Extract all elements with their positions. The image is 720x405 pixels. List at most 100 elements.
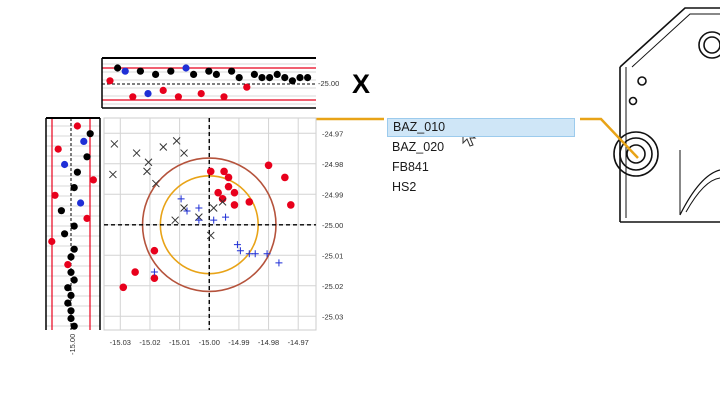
left-strip-point-blue [80,137,88,145]
left-strip-point-red [83,214,91,222]
list-item-hs2[interactable]: HS2 [392,180,417,194]
data-point-black-x [209,204,218,212]
data-point-blue-plus [245,250,253,258]
top-strip-point-black [296,74,304,82]
data-point-red-dot [150,246,159,255]
data-point-black-x [143,167,151,176]
data-point-black-x [144,158,153,167]
data-point-red-dot [286,201,295,209]
top-strip-point-black [114,64,122,72]
top-strip-chart [101,57,316,109]
top-strip-point-red [197,90,205,98]
data-point-black-x [171,216,180,225]
list-item-baz-010[interactable]: BAZ_010 [387,118,575,137]
data-point-blue-plus [150,268,158,276]
data-point-red-dot [220,167,228,176]
data-point-blue-plus [210,216,218,224]
left-strip-point-black [70,322,78,330]
data-point-red-dot [218,195,227,203]
top-strip-point-blue [121,67,129,75]
left-strip-point-black [70,184,78,192]
cad-part-drawing [613,7,720,223]
data-point-red-dot [281,173,289,182]
data-point-black-x [159,143,168,151]
y-tick-label: -24.98 [322,160,343,169]
left-strip-point-black [67,307,75,315]
data-point-blue-plus [251,250,259,258]
data-point-blue-plus [183,207,191,215]
left-strip-point-red [48,237,56,246]
data-point-red-dot [245,198,254,206]
data-point-black-x [152,179,160,188]
left-strip-point-black [70,276,78,284]
data-point-black-x [180,204,188,212]
data-point-black-x [180,149,188,157]
left-strip-point-red [51,191,59,199]
x-tick-label: -15.01 [169,338,190,347]
top-strip-point-black [152,70,160,78]
left-strip-point-black [83,153,91,161]
part-feature-list[interactable]: BAZ_010 BAZ_020 FB841 HS2 [387,118,575,198]
top-strip-point-black [235,74,243,82]
y-tick-label: -25.01 [322,251,343,260]
data-point-red-dot [230,188,239,197]
left-strip-point-black [86,130,94,138]
top-strip-point-red [174,93,182,101]
left-strip-point-black [70,245,78,253]
data-point-blue-plus [263,250,271,258]
left-strip-point-red [64,261,72,269]
data-point-blue-plus [195,204,203,212]
top-strip-point-black [190,70,198,78]
data-point-blue-plus [233,241,241,249]
top-strip-point-red [159,86,167,94]
data-point-blue-plus [177,195,185,203]
left-strip-point-black [67,314,75,323]
x-tick-label: -14.99 [228,338,249,347]
left-strip-point-red [73,122,81,130]
top-strip-point-black [250,70,258,78]
left-strip-point-black [67,291,75,299]
left-strip-point-blue [61,160,69,169]
data-point-blue-plus [236,247,244,255]
top-strip-point-red [129,93,137,101]
top-strip-point-black [281,74,289,82]
data-point-red-dot [206,167,215,176]
top-strip-point-black [136,67,144,75]
top-strip-point-black [273,70,281,78]
list-item-fb841[interactable]: FB841 [392,160,429,174]
data-point-red-dot [224,182,233,191]
top-strip-point-black [212,70,220,78]
data-point-blue-plus [195,216,203,224]
data-point-black-x [172,137,181,145]
y-tick-label: -24.99 [322,190,343,199]
left-strip-point-red [89,176,97,184]
list-item-baz-020[interactable]: BAZ_020 [392,140,445,154]
y-tick-label: -25.03 [322,312,343,321]
left-strip-point-black [67,253,75,261]
data-point-red-dot [264,161,273,170]
x-tick-label: -15.00 [199,338,220,347]
x-tick-label: -15.03 [110,338,131,347]
data-point-red-dot [119,283,128,292]
top-strip-tick-label: -25.00 [318,79,339,88]
left-strip-point-red [54,145,62,153]
top-strip-point-black [288,77,296,85]
left-strip-point-black [73,168,81,176]
data-point-blue-plus [222,213,230,221]
left-strip-point-black [67,268,75,276]
axis-letter: X [352,69,370,99]
top-strip-point-red [243,83,251,91]
left-strip-chart [45,117,101,330]
data-point-blue-plus [275,259,283,267]
y-tick-label: -25.02 [322,282,343,291]
data-point-red-dot [214,188,222,197]
top-strip-point-black [228,67,236,75]
data-point-black-x [110,140,119,148]
top-strip-point-red [220,93,228,101]
top-strip-point-blue [182,64,190,72]
y-tick-label: -25.00 [322,221,343,230]
left-strip-point-black [64,284,72,292]
left-strip-point-black [57,207,65,215]
data-point-red-dot [150,274,159,282]
